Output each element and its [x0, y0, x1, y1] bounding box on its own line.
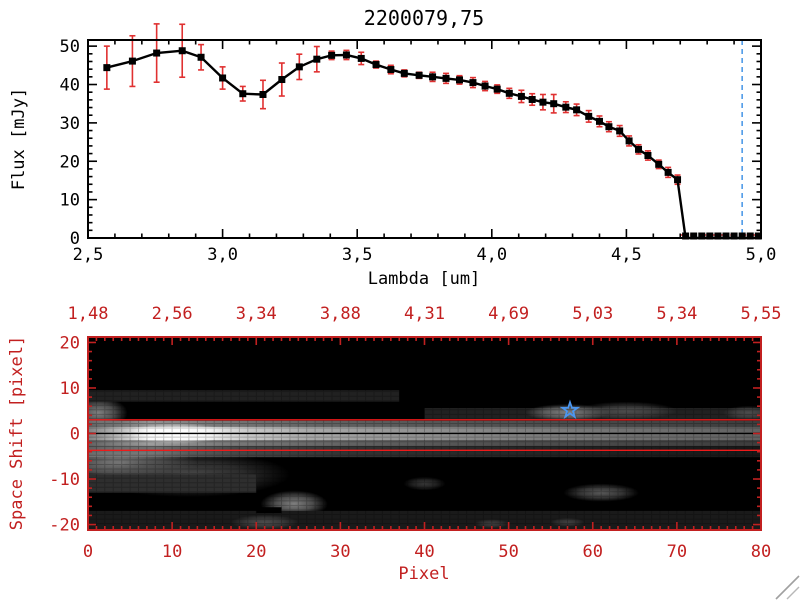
- flux-tick-label: 10: [60, 191, 80, 211]
- wavelength-top-tick-label: 3,34: [236, 304, 277, 324]
- wavelength-top-tick-label: 5,55: [741, 304, 782, 324]
- pixel-tick-label: 20: [246, 542, 266, 562]
- spectrum-plot-frame: [87, 39, 762, 239]
- wavelength-top-tick-label: 5,34: [656, 304, 697, 324]
- wavelength-top-tick-label: 4,69: [488, 304, 529, 324]
- flux-tick-label: 30: [60, 114, 80, 134]
- wavelength-top-tick-label: 2,56: [152, 304, 193, 324]
- lambda-tick-label: 4,0: [476, 245, 507, 265]
- lambda-tick-label: 5,0: [746, 245, 777, 265]
- pixel-tick-label: 80: [751, 542, 771, 562]
- lambda-tick-label: 3,5: [342, 245, 373, 265]
- wavelength-top-tick-label: 4,31: [404, 304, 445, 324]
- image-plot-frame: [87, 336, 762, 531]
- flux-tick-label: 20: [60, 152, 80, 172]
- pixel-tick-label: 50: [498, 542, 518, 562]
- spectrum-axis-ticks: [87, 40, 762, 239]
- shift-tick-label: -20: [49, 516, 80, 536]
- pixel-tick-label: 70: [667, 542, 687, 562]
- pixel-tick-label: 60: [583, 542, 603, 562]
- pixel-tick-label: 10: [162, 542, 182, 562]
- flux-tick-label: 50: [60, 37, 80, 57]
- pixel-tick-label: 30: [330, 542, 350, 562]
- wavelength-top-tick-label: 3,88: [320, 304, 361, 324]
- space-shift-axis-label: Space Shift [pixel]: [7, 336, 27, 530]
- shift-tick-label: -10: [49, 470, 80, 490]
- wavelength-top-tick-label: 1,48: [68, 304, 109, 324]
- pixel-axis-label: Pixel: [398, 564, 449, 584]
- flux-spectrum-panel[interactable]: 2,5 3,0 3,5 4,0 4,5 5,0 0 10 20 30 40 50: [60, 23, 777, 265]
- shift-tick-label: 0: [70, 425, 80, 445]
- pixel-tick-label: 0: [83, 542, 93, 562]
- spatial-profile-panel[interactable]: 1,48 2,56 3,34 3,88 4,31 4,69 5,03 5,34 5,55 0 10 2…: [46, 304, 782, 562]
- selected-position-star[interactable]: [559, 399, 581, 420]
- lambda-tick-label: 3,0: [207, 245, 238, 265]
- resize-grip-line: [786, 586, 800, 600]
- flux-axis-label: Flux [mJy]: [9, 88, 29, 190]
- window-resize-grip[interactable]: [775, 575, 800, 600]
- shift-tick-label: 20: [60, 333, 80, 353]
- lambda-tick-label: 2,5: [73, 245, 104, 265]
- flux-tick-label: 0: [70, 229, 80, 249]
- lambda-axis-label: Lambda [um]: [368, 269, 481, 289]
- spectrum-markers: [103, 47, 762, 240]
- resize-grip-line: [775, 575, 800, 600]
- pixel-tick-label: 40: [414, 542, 434, 562]
- shift-tick-label: 10: [60, 379, 80, 399]
- lambda-tick-label: 4,5: [611, 245, 642, 265]
- plot-title: 2200079,75: [364, 6, 484, 30]
- wavelength-top-tick-label: 5,03: [572, 304, 613, 324]
- error-bars: [103, 23, 681, 186]
- flux-tick-label: 40: [60, 76, 80, 96]
